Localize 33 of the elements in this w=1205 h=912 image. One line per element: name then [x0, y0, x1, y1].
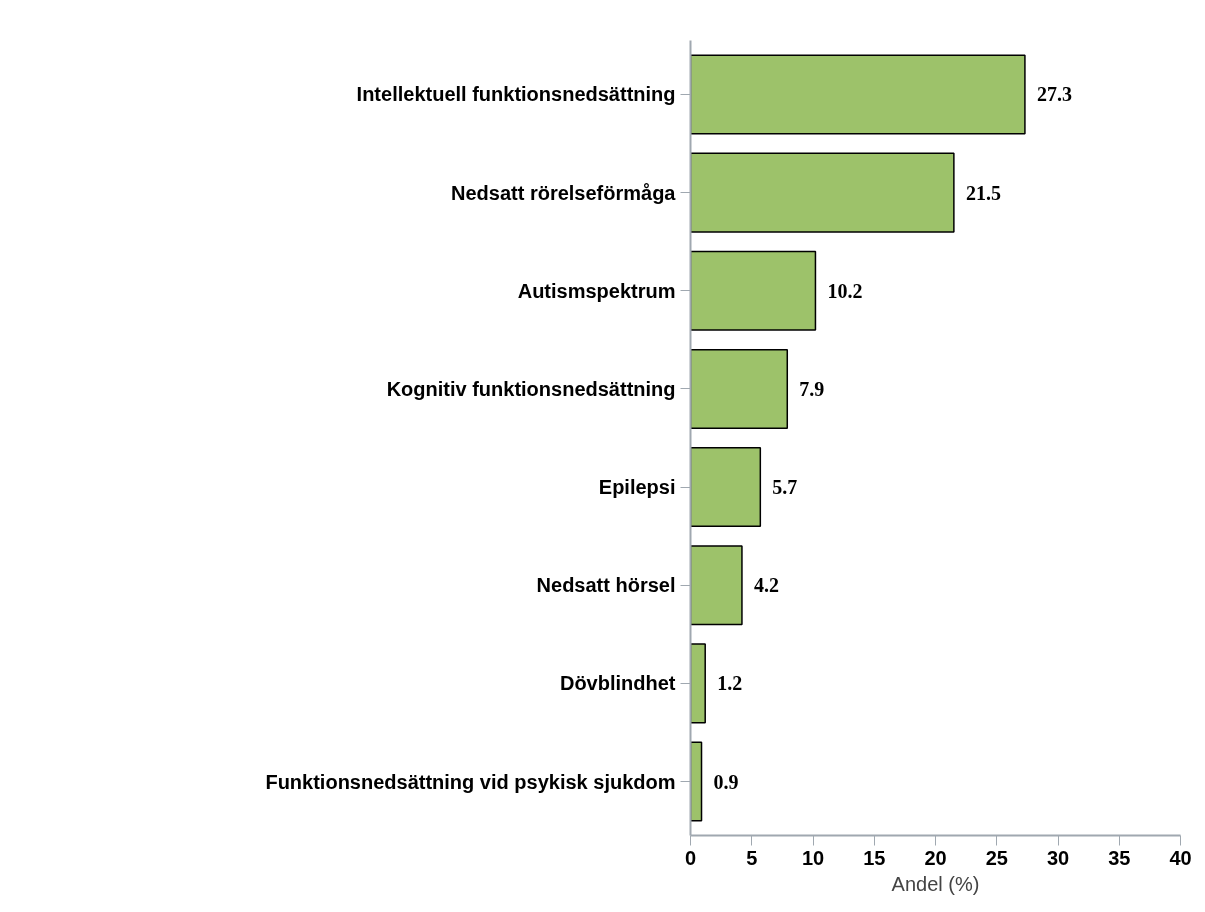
- x-tick-label: 25: [985, 846, 1008, 869]
- data-label: 5.7: [772, 476, 798, 499]
- x-tick-label: 0: [684, 846, 697, 869]
- y-tick-label: Dövblindhet: [559, 672, 676, 695]
- y-tick-label: Nedsatt rörelseförmåga: [450, 181, 677, 204]
- bar: [690, 152, 955, 233]
- bar: [690, 447, 762, 528]
- x-tick-label: 20: [924, 846, 947, 869]
- data-label: 10.2: [827, 279, 863, 302]
- x-axis-title: Andel (%): [891, 872, 980, 895]
- x-tick-label: 15: [863, 846, 886, 869]
- y-tick-label: Kognitiv funktionsnedsättning: [386, 377, 676, 400]
- bar: [690, 348, 789, 429]
- data-label: 0.9: [713, 770, 739, 793]
- x-tick-label: 30: [1046, 846, 1070, 869]
- bar: [690, 250, 817, 331]
- bar: [690, 643, 706, 724]
- x-tick-label: 5: [746, 846, 758, 869]
- x-tick-label: 35: [1108, 846, 1131, 869]
- bar: [690, 545, 743, 626]
- data-label: 7.9: [799, 377, 825, 400]
- y-tick-label: Nedsatt hörsel: [536, 574, 676, 597]
- x-tick-label: 10: [801, 846, 825, 869]
- y-tick-label: Autismspektrum: [517, 279, 676, 302]
- data-label: 27.3: [1036, 83, 1072, 106]
- data-label: 1.2: [717, 672, 743, 695]
- y-tick-label: Epilepsi: [598, 476, 676, 499]
- data-label: 21.5: [965, 181, 1001, 204]
- y-tick-label: Funktionsnedsättning vid psykisk sjukdom: [265, 770, 676, 793]
- bar: [690, 54, 1026, 135]
- x-tick-label: 40: [1169, 846, 1192, 869]
- y-tick-label: Intellektuell funktionsnedsättning: [356, 83, 676, 106]
- data-label: 4.2: [753, 574, 779, 597]
